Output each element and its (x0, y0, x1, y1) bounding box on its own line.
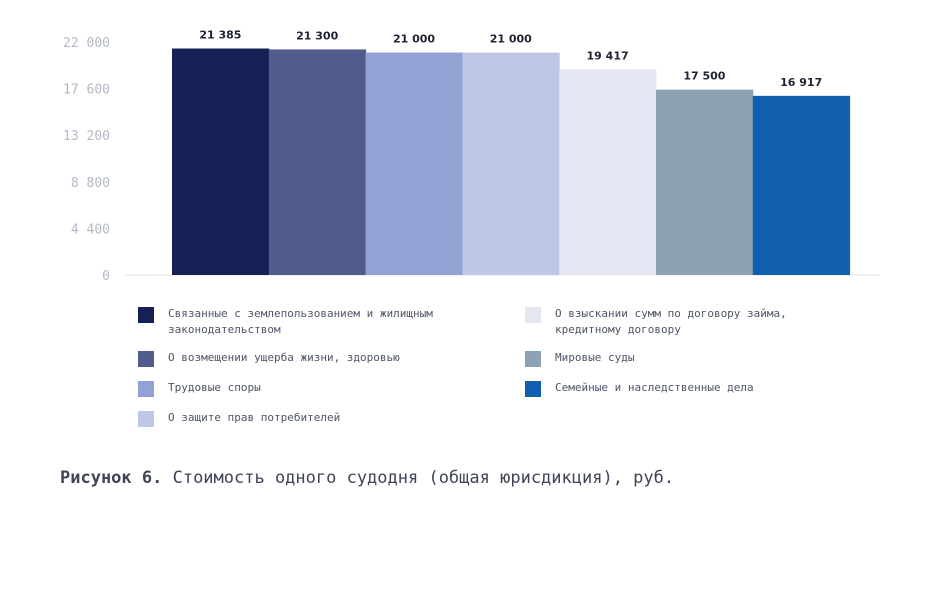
y-tick-label: 8 800 (71, 176, 110, 191)
bar (365, 52, 463, 275)
legend-swatch (525, 381, 541, 397)
legend-item: О защите прав потребителей (138, 410, 525, 430)
figure-title: Стоимость одного судодня (общая юрисдикц… (162, 468, 675, 488)
bar-value-label: 21 300 (296, 29, 338, 42)
legend-swatch (138, 307, 154, 323)
legend-label: О взыскании сумм по договору займа, кред… (555, 307, 787, 336)
legend-item: Трудовые споры (138, 380, 525, 400)
bars (172, 48, 851, 275)
legend-swatch (138, 411, 154, 427)
y-tick-label: 13 200 (63, 129, 110, 144)
bar (462, 52, 560, 275)
bar (752, 95, 851, 275)
bar-value-label: 21 000 (490, 33, 532, 46)
legend-item: Связанные с землепользованием и жилищным… (138, 306, 525, 340)
legend-swatch (138, 381, 154, 397)
legend-label: Трудовые споры (168, 381, 261, 394)
legend-label: Связанные с землепользованием и жилищным… (168, 307, 433, 336)
bar (172, 48, 270, 275)
legend-swatch (138, 351, 154, 367)
bar (656, 89, 754, 275)
legend-item: О возмещении ущерба жизни, здоровью (138, 350, 525, 370)
figure-caption: Рисунок 6. Стоимость одного судодня (общ… (60, 468, 674, 488)
y-tick-label: 0 (102, 269, 110, 284)
bar-value-label: 16 917 (780, 76, 822, 89)
data-labels: 21 385 21 300 21 000 21 000 19 417 17 500 16 9… (199, 29, 822, 89)
legend-item: Мировые суды (525, 350, 845, 370)
legend-item: Семейные и наследственные дела (525, 380, 845, 400)
bar (268, 49, 367, 275)
bar-value-label: 17 500 (683, 70, 725, 83)
legend-swatch (525, 307, 541, 323)
bar-value-label: 19 417 (587, 49, 629, 62)
y-tick-label: 17 600 (63, 83, 110, 98)
y-tick-label: 22 000 (63, 36, 110, 51)
legend-label: О возмещении ущерба жизни, здоровью (168, 351, 400, 364)
bar (559, 69, 657, 275)
bar-value-label: 21 000 (393, 33, 435, 46)
legend-label: Мировые суды (555, 351, 635, 364)
legend: Связанные с землепользованием и жилищным… (138, 306, 838, 430)
bar-value-label: 21 385 (199, 29, 241, 42)
legend-label: Семейные и наследственные дела (555, 381, 754, 394)
legend-label: О защите прав потребителей (168, 411, 341, 424)
legend-swatch (525, 351, 541, 367)
y-axis-ticks: 0 4 400 8 800 13 200 17 600 22 000 (63, 36, 110, 284)
figure-number: Рисунок 6. (60, 468, 163, 488)
y-tick-label: 4 400 (71, 222, 110, 237)
legend-item: О взыскании сумм по договору займа, кред… (525, 306, 845, 340)
